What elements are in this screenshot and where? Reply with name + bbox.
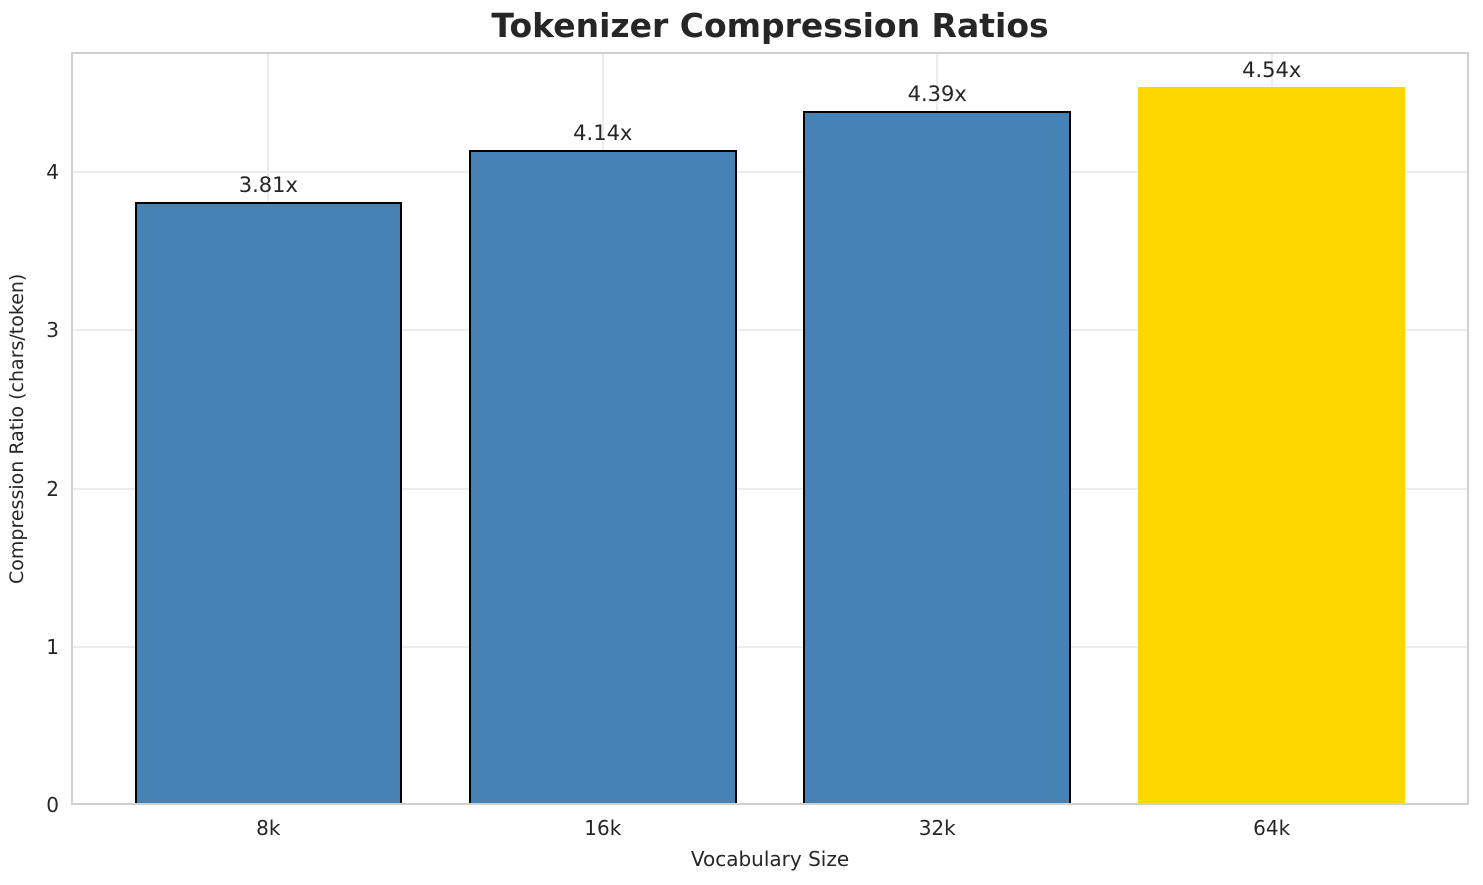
y-tick-label: 1 (46, 634, 59, 659)
bar-32k (803, 110, 1071, 805)
x-tick-label: 16k (584, 816, 622, 840)
bar-8k (134, 202, 403, 805)
chart-title: Tokenizer Compression Ratios (491, 6, 1049, 45)
y-tick-label: 3 (46, 318, 59, 343)
gridline-horizontal (71, 171, 1469, 174)
x-tick-label: 64k (1253, 816, 1291, 840)
bar-value-label: 4.39x (907, 81, 967, 106)
bar-16k (468, 150, 737, 805)
bar-value-label: 4.14x (573, 121, 633, 146)
plot-area: 3.81x 4.14x 4.39x 4.54x (71, 52, 1469, 805)
y-tick-label: 2 (46, 476, 59, 501)
y-tick-label: 4 (46, 160, 59, 185)
gridline-horizontal (71, 329, 1469, 332)
bar-64k (1137, 86, 1406, 805)
y-tick-label: 0 (46, 793, 59, 817)
bar-value-label: 3.81x (238, 173, 298, 198)
gridline-horizontal (71, 487, 1469, 490)
bar-value-label: 4.54x (1242, 57, 1302, 82)
x-axis-label: Vocabulary Size (690, 847, 850, 871)
x-tick-label: 32k (918, 816, 956, 840)
gridline-horizontal (71, 645, 1469, 648)
x-tick-label: 8k (256, 816, 281, 840)
